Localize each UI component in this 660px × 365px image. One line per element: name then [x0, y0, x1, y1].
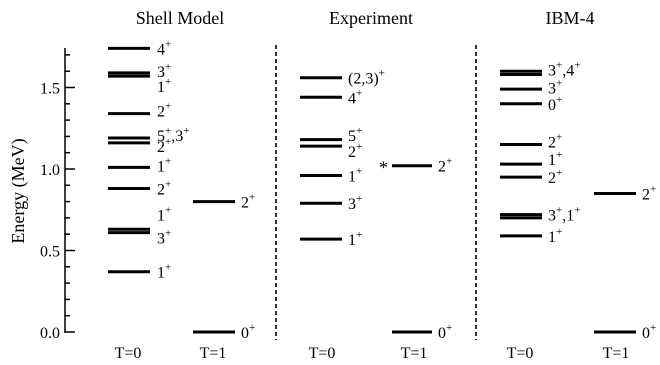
spin-label: 1+ [348, 229, 362, 249]
spin-label: 1+ [157, 205, 171, 225]
y-ticks: 0.0 0.5 1.0 1.5 [40, 54, 75, 342]
spin-label: 2+ [241, 192, 255, 212]
spin-label: 1+ [157, 262, 171, 282]
spin-label: 1+ [348, 166, 362, 186]
panel-title: Shell Model [136, 8, 225, 28]
spin-label: 2+ [438, 156, 452, 176]
spin-label: 4+ [157, 38, 171, 58]
spin-label: 2+ [642, 183, 656, 203]
spin-label: 3+ [157, 61, 171, 81]
column-label: T=0 [309, 345, 336, 362]
spin-label: 5+ [348, 125, 362, 145]
spin-label: 5+,3+ [157, 125, 189, 145]
column-label: T=1 [401, 345, 428, 362]
plot-area: Shell Model1+3+1+2+1+2+5+,3+2+1+3+4+T=00… [108, 8, 656, 362]
marker-asterisk: * [379, 158, 388, 178]
column-label: T=0 [507, 345, 534, 362]
spin-label: 0+ [438, 322, 452, 342]
spin-label: 2+ [157, 179, 171, 199]
spin-label: 4+ [348, 87, 362, 107]
spin-label: 2+ [548, 131, 562, 151]
spin-label: (2,3)+ [348, 68, 385, 88]
spin-label: 0+ [241, 322, 255, 342]
spin-label: 2+ [548, 167, 562, 187]
panel-3: IBM-41+3+,1+2+1+2+0+3+3+,4+T=00+2+T=1 [500, 8, 656, 362]
panel-title: Experiment [329, 8, 413, 28]
column-label: T=1 [603, 345, 630, 362]
y-tick-label: 1.0 [40, 162, 60, 179]
spin-label: 1+ [157, 156, 171, 176]
spin-label: 3+ [548, 78, 562, 98]
y-tick-label: 1.5 [40, 81, 60, 98]
spin-label: 3+,1+ [548, 205, 580, 225]
y-tick-label: 0.5 [40, 244, 60, 261]
spin-label: 0+ [548, 94, 562, 114]
spin-label: 2+ [157, 136, 171, 156]
panel-1: Shell Model1+3+1+2+1+2+5+,3+2+1+3+4+T=00… [108, 8, 255, 362]
spin-label: 2+ [157, 100, 171, 120]
column-label: T=1 [200, 345, 227, 362]
y-tick-label: 0.0 [40, 325, 60, 342]
y-axis-label: Energy (MeV) [8, 138, 29, 243]
spin-label: 3+ [157, 227, 171, 247]
column-label: T=0 [115, 345, 142, 362]
spin-label: 3+ [348, 193, 362, 213]
spin-label: 1+ [157, 76, 171, 96]
panel-title: IBM-4 [546, 8, 595, 28]
spin-label: 2+ [348, 141, 362, 161]
spin-label: 1+ [548, 149, 562, 169]
spin-label: 1+ [548, 226, 562, 246]
spin-label: 3+,4+ [548, 60, 580, 80]
spin-label: 0+ [642, 322, 656, 342]
